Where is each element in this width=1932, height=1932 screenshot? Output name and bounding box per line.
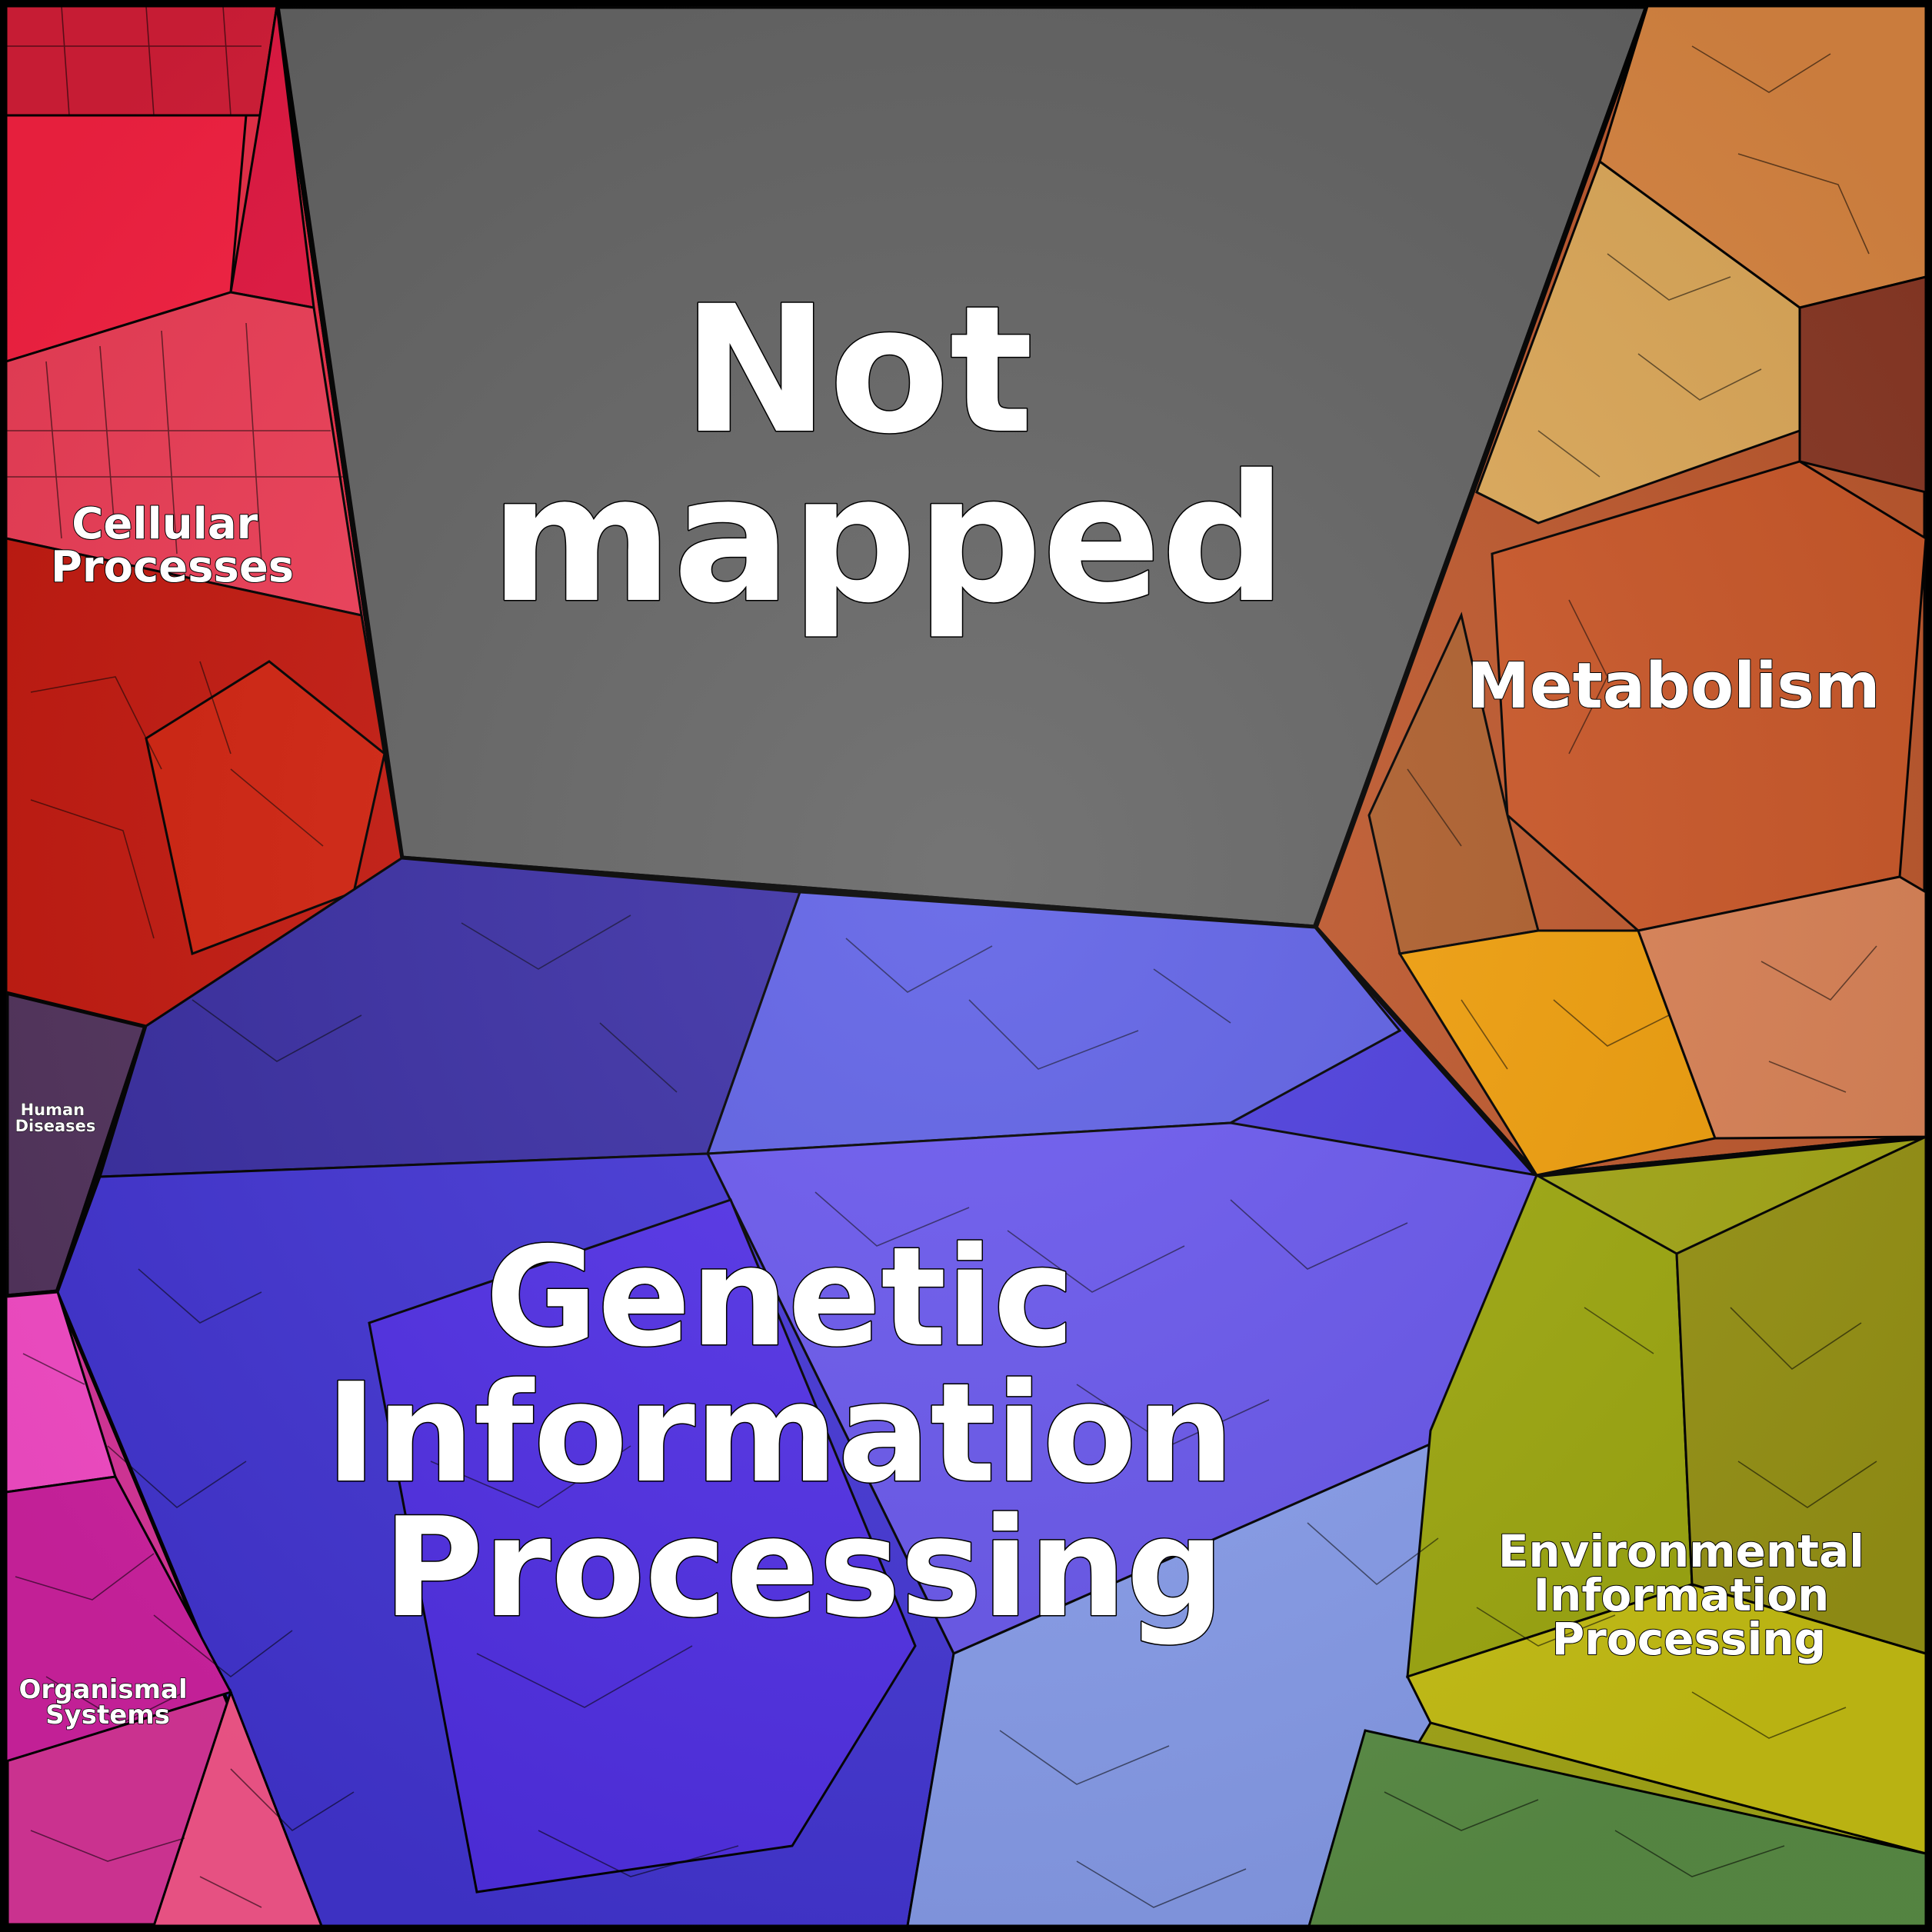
label-line: Metabolism	[1467, 650, 1880, 723]
label-environmental-information-processing: Environmental Information Processing	[1498, 1525, 1880, 1665]
label-line: Not	[682, 268, 1033, 472]
label-line: Systems	[45, 1700, 170, 1730]
label-human-diseases: Human Diseases	[15, 1101, 96, 1135]
label-line: Cellular	[72, 499, 258, 549]
label-line: Genetic	[485, 1217, 1074, 1377]
label-line: Human	[21, 1101, 85, 1119]
label-line: Information	[325, 1354, 1234, 1513]
label-cellular-processes: Cellular Processes	[51, 499, 294, 592]
labels: Not mapped Cellular Processes Metabolism…	[15, 267, 1881, 1731]
label-line: Organismal	[19, 1674, 188, 1705]
label-not-mapped: Not mapped	[490, 268, 1287, 641]
label-line: Information	[1533, 1569, 1829, 1621]
label-line: mapped	[490, 437, 1287, 641]
label-metabolism: Metabolism	[1467, 650, 1880, 723]
label-line: Diseases	[15, 1117, 96, 1135]
label-genetic-information-processing: Genetic Information Processing	[325, 1217, 1281, 1647]
label-line: Processing	[383, 1488, 1224, 1647]
label-line: Environmental	[1498, 1525, 1864, 1577]
label-line: Processes	[51, 542, 294, 592]
label-line: Processing	[1552, 1613, 1826, 1665]
label-organismal-systems: Organismal Systems	[19, 1674, 197, 1730]
